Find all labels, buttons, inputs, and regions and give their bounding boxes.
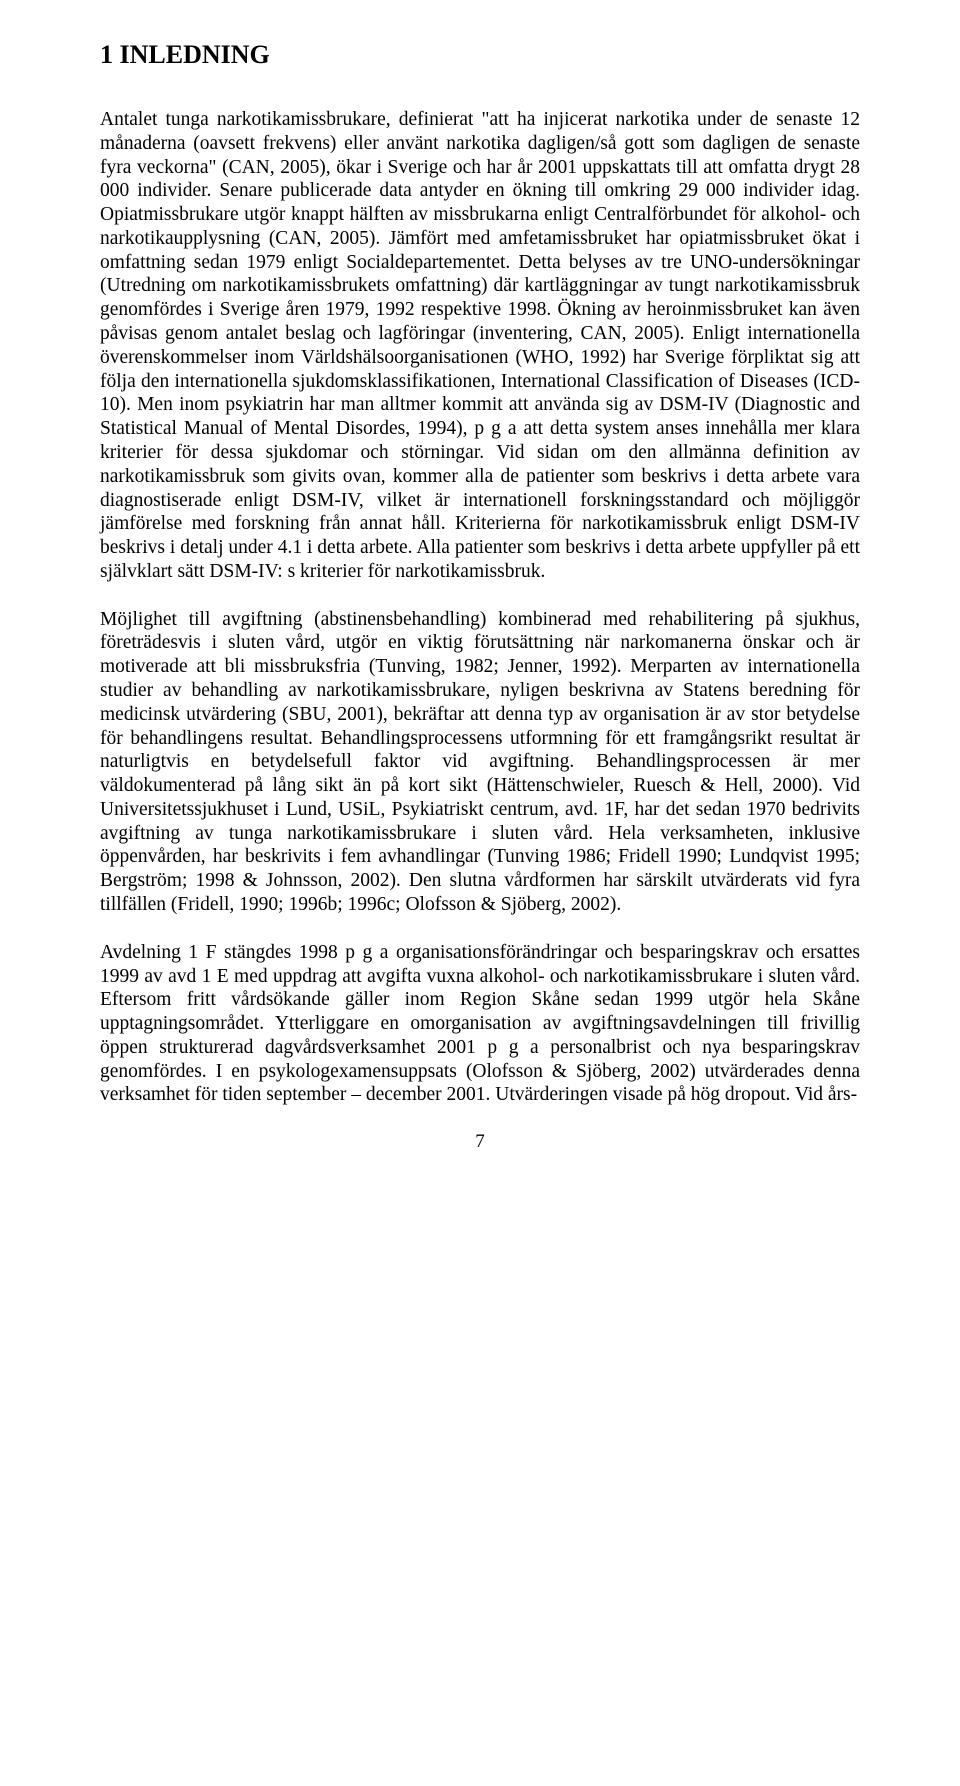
paragraph: Antalet tunga narkotikamissbrukare, defi… (100, 108, 860, 584)
paragraph: Möjlighet till avgiftning (abstinensbeha… (100, 608, 860, 917)
body-text-block: Antalet tunga narkotikamissbrukare, defi… (100, 108, 860, 1107)
section-heading: 1 INLEDNING (100, 40, 860, 70)
document-page: 1 INLEDNING Antalet tunga narkotikamissb… (0, 0, 960, 1786)
paragraph: Avdelning 1 F stängdes 1998 p g a organi… (100, 941, 860, 1107)
page-number: 7 (100, 1131, 860, 1153)
